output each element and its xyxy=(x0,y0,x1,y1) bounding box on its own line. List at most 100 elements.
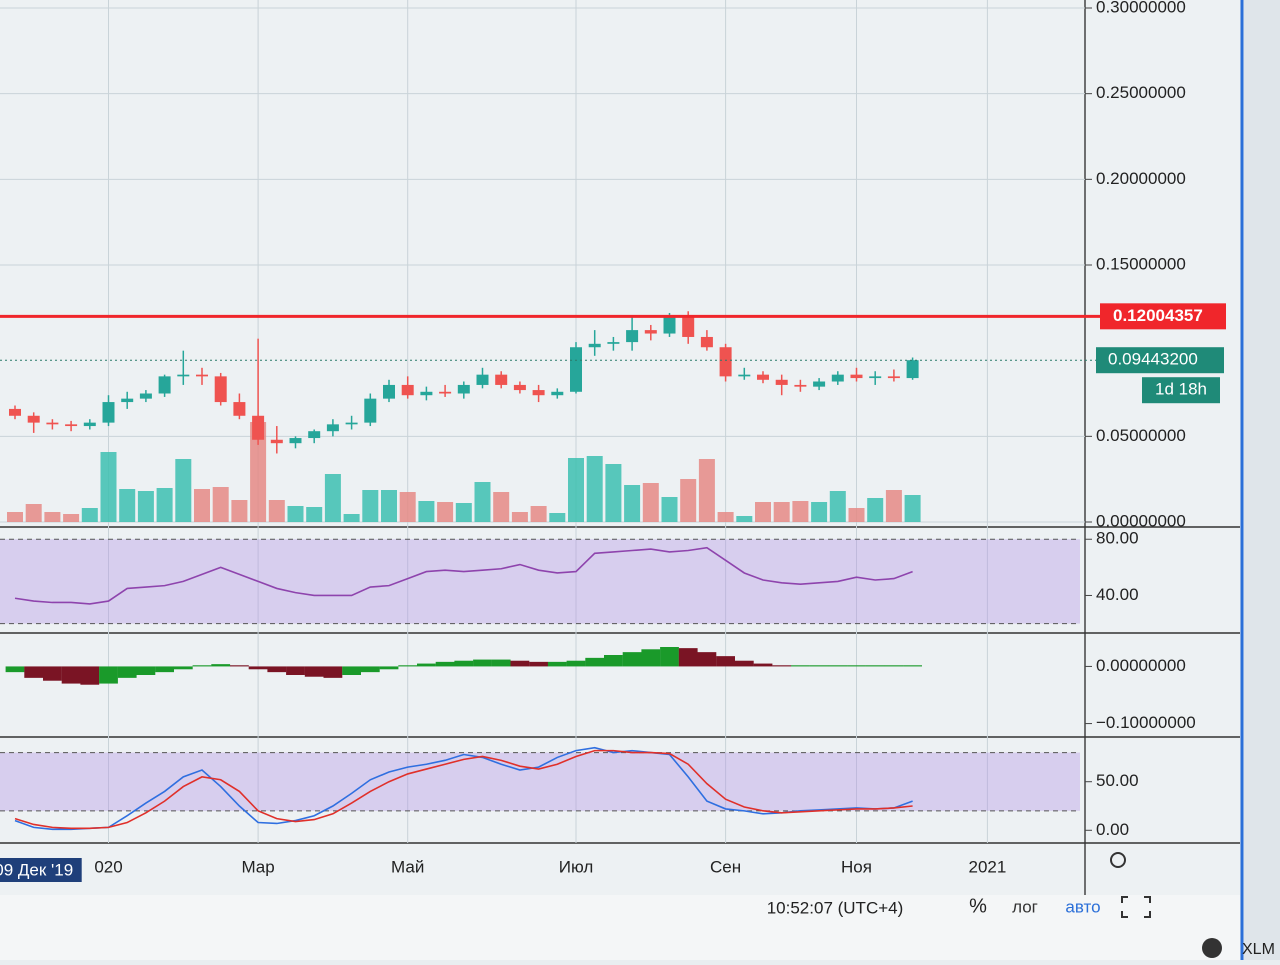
histogram-bar xyxy=(772,665,792,667)
volume-bar xyxy=(156,488,173,522)
volume-bar xyxy=(100,452,117,522)
histogram-bar xyxy=(734,660,754,667)
candle-body xyxy=(626,330,639,343)
candle-body xyxy=(813,381,826,387)
volume-bar xyxy=(829,491,846,522)
volume-bar xyxy=(119,489,136,522)
chart-background xyxy=(0,0,1240,895)
symbol: XLM xyxy=(1242,941,1275,958)
histogram-bar xyxy=(360,666,380,673)
volume-bar xyxy=(624,485,641,522)
volume-bar xyxy=(399,492,416,522)
volume-bar xyxy=(231,500,248,522)
candle-body xyxy=(439,391,452,394)
hline-tag xyxy=(1100,303,1226,330)
histogram-bar xyxy=(678,648,698,667)
y-tick-label: 0.05000000 xyxy=(1096,426,1186,445)
volume-bar xyxy=(250,422,267,522)
volume-bar xyxy=(698,459,715,522)
volume-bar xyxy=(63,514,80,522)
candle-body xyxy=(233,402,246,416)
y-tick-label: 50.00 xyxy=(1096,771,1139,790)
candle-body xyxy=(738,374,751,377)
volume-bar xyxy=(717,512,734,522)
y-tick-label: 0.15000000 xyxy=(1096,254,1186,273)
histogram-bar xyxy=(585,657,605,667)
volume-bar xyxy=(287,506,304,522)
candle-body xyxy=(457,384,470,394)
candle-body xyxy=(252,415,265,440)
candle-body xyxy=(719,347,732,377)
volume-bar xyxy=(381,490,397,522)
volume-bar xyxy=(25,504,42,522)
volume-bar xyxy=(885,490,902,522)
volume-bar xyxy=(137,491,154,522)
volume-bar xyxy=(530,506,547,522)
candle-body xyxy=(887,376,900,379)
volume-bar xyxy=(549,513,566,522)
fullscreen-button[interactable] xyxy=(1121,896,1151,918)
histogram-bar xyxy=(753,663,773,667)
candle-body xyxy=(27,415,40,423)
volume-bar xyxy=(474,482,491,522)
histogram-bar xyxy=(230,665,249,667)
histogram-bar xyxy=(155,666,174,673)
histogram-bar xyxy=(24,666,44,678)
candle-body xyxy=(270,439,283,444)
histogram-bar xyxy=(622,652,642,667)
candle-body xyxy=(214,376,227,403)
candle-body xyxy=(532,390,545,396)
histogram-bar xyxy=(566,660,586,667)
band xyxy=(0,752,1080,811)
candle-body xyxy=(513,384,526,391)
indicator-line xyxy=(14,546,913,605)
candle-body xyxy=(46,422,59,425)
volume-bar xyxy=(773,502,790,522)
volume-bar xyxy=(736,516,753,522)
histogram-bar xyxy=(847,665,866,667)
candle-body xyxy=(83,422,96,427)
y-tick-label: 0.20000000 xyxy=(1096,169,1186,188)
x-tick-label: 2021 xyxy=(968,857,1006,876)
histogram-bar xyxy=(697,652,717,667)
candle-body xyxy=(65,424,78,427)
volume-bar xyxy=(306,507,323,522)
settings-button[interactable] xyxy=(1110,852,1126,868)
histogram-bar xyxy=(173,666,193,670)
y-tick-label: 0.00000000 xyxy=(1096,511,1186,530)
candle-body xyxy=(663,316,676,334)
x-tick-label: Мар xyxy=(241,857,274,876)
x-tick-label: Май xyxy=(391,857,424,876)
candle-body xyxy=(102,402,115,423)
indicator-line xyxy=(14,746,913,831)
candle-body xyxy=(775,379,788,385)
y-tick-label: 0.25000000 xyxy=(1096,83,1186,102)
candle-body xyxy=(308,431,321,439)
volume-bar xyxy=(867,498,884,522)
candle-body xyxy=(551,391,564,396)
candle-body xyxy=(682,316,695,337)
volume-bar xyxy=(212,487,229,522)
volume-bar xyxy=(455,503,472,522)
candle-body xyxy=(345,422,358,425)
x-tick-label: Сен xyxy=(710,857,741,876)
volume-bar xyxy=(642,483,659,522)
y-tick-label: 40.00 xyxy=(1096,585,1139,604)
volume-bar xyxy=(81,508,98,522)
candle-body xyxy=(9,408,21,416)
volume-bar xyxy=(811,502,828,522)
volume-bar xyxy=(194,489,210,522)
y-tick-label: 80.00 xyxy=(1096,529,1139,548)
auto-button[interactable]: авто xyxy=(1065,897,1100,916)
histogram-bar xyxy=(117,666,137,678)
bottom-toolbar xyxy=(0,895,1240,960)
crosshair-date: 09 Дек '19 xyxy=(0,860,73,879)
candle-body xyxy=(644,330,657,334)
volume-bar xyxy=(418,501,435,522)
countdown: 1d 18h xyxy=(1155,380,1207,399)
log-button[interactable]: лог xyxy=(1012,897,1038,916)
histogram-bar xyxy=(809,665,829,667)
percent-button[interactable]: % xyxy=(969,895,987,917)
last-price-tag xyxy=(1096,347,1224,374)
candle-body xyxy=(401,384,414,396)
